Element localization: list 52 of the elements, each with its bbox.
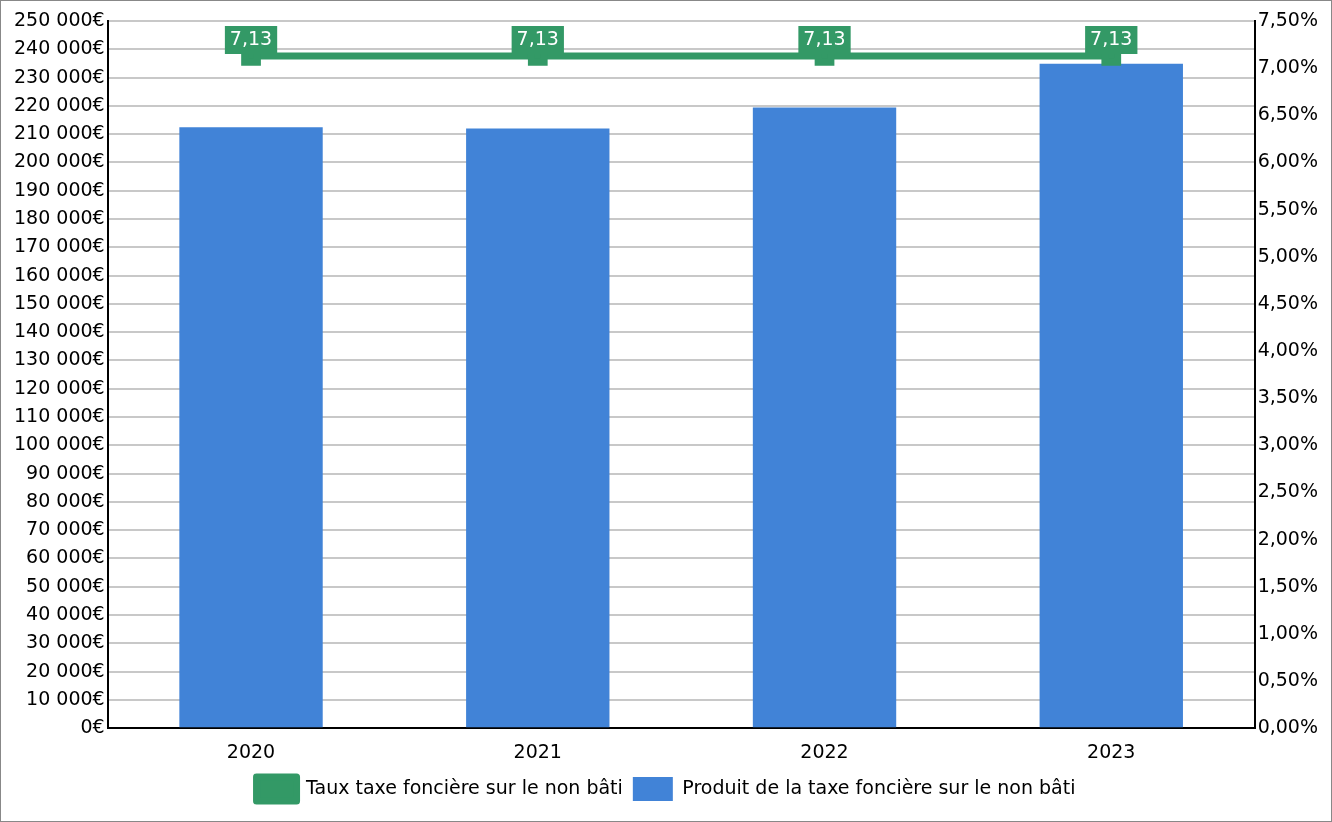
y-tick-label: 120 000€ (13, 375, 105, 398)
y-tick-label: 90 000€ (26, 460, 105, 483)
y2-tick-label: 4,50% (1257, 290, 1318, 313)
y2-tick-label: 4,00% (1257, 337, 1318, 360)
y-tick-label: 230 000€ (13, 64, 105, 87)
y-tick-label: 40 000€ (26, 601, 105, 624)
data-label: 7,13 (1090, 26, 1133, 49)
y2-tick-label: 3,50% (1257, 385, 1318, 408)
y-tick-label: 190 000€ (13, 177, 105, 200)
y2-tick-label: 7,00% (1257, 55, 1318, 78)
data-label: 7,13 (229, 26, 273, 49)
y-tick-label: 220 000€ (13, 92, 105, 115)
y-tick-label: 70 000€ (26, 517, 105, 540)
y2-tick-label: 5,50% (1257, 196, 1318, 219)
data-label: 7,13 (803, 26, 846, 49)
y-tick-label: 170 000€ (13, 234, 105, 257)
y2-tick-label: 6,50% (1257, 102, 1318, 125)
y-tick-label: 20 000€ (26, 658, 105, 681)
y-tick-label: 140 000€ (13, 319, 105, 342)
legend-label: Taux taxe foncière sur le non bâti (305, 775, 623, 798)
y-tick-label: 180 000€ (13, 205, 105, 228)
y2-tick-label: 3,00% (1257, 432, 1318, 455)
y2-tick-label: 6,00% (1257, 149, 1318, 172)
legend-label: Produit de la taxe foncière sur le non bâti (682, 775, 1076, 798)
y-tick-label: 0€ (80, 715, 105, 738)
y-tick-label: 30 000€ (26, 630, 105, 653)
y2-tick-label: 1,50% (1257, 573, 1318, 596)
y-tick-label: 80 000€ (26, 488, 105, 511)
x-tick-label: 2022 (800, 739, 849, 762)
y-tick-label: 240 000€ (13, 36, 105, 59)
y-tick-label: 200 000€ (13, 149, 105, 172)
y-tick-label: 210 000€ (13, 121, 105, 144)
y2-tick-label: 0,50% (1257, 667, 1318, 690)
x-tick-label: 2023 (1087, 739, 1136, 762)
y-tick-label: 10 000€ (26, 686, 105, 709)
x-tick-label: 2021 (513, 739, 562, 762)
y2-tick-label: 7,50% (1257, 7, 1318, 30)
x-tick-label: 2020 (226, 739, 276, 762)
y-tick-label: 100 000€ (13, 432, 105, 455)
y2-tick-label: 2,50% (1257, 479, 1318, 502)
y2-tick-label: 2,00% (1257, 526, 1318, 549)
y-tick-label: 130 000€ (13, 347, 105, 370)
y-tick-label: 150 000€ (13, 290, 105, 313)
data-label: 7,13 (516, 26, 559, 49)
y-tick-label: 160 000€ (13, 262, 105, 285)
y-tick-label: 50 000€ (26, 573, 105, 596)
y-tick-label: 110 000€ (13, 403, 105, 426)
y-tick-label: 60 000€ (26, 545, 105, 568)
y2-tick-label: 5,00% (1257, 243, 1318, 266)
y2-tick-label: 0,00% (1257, 715, 1318, 738)
y-tick-label: 250 000€ (13, 7, 105, 30)
y2-tick-label: 1,00% (1257, 620, 1318, 643)
